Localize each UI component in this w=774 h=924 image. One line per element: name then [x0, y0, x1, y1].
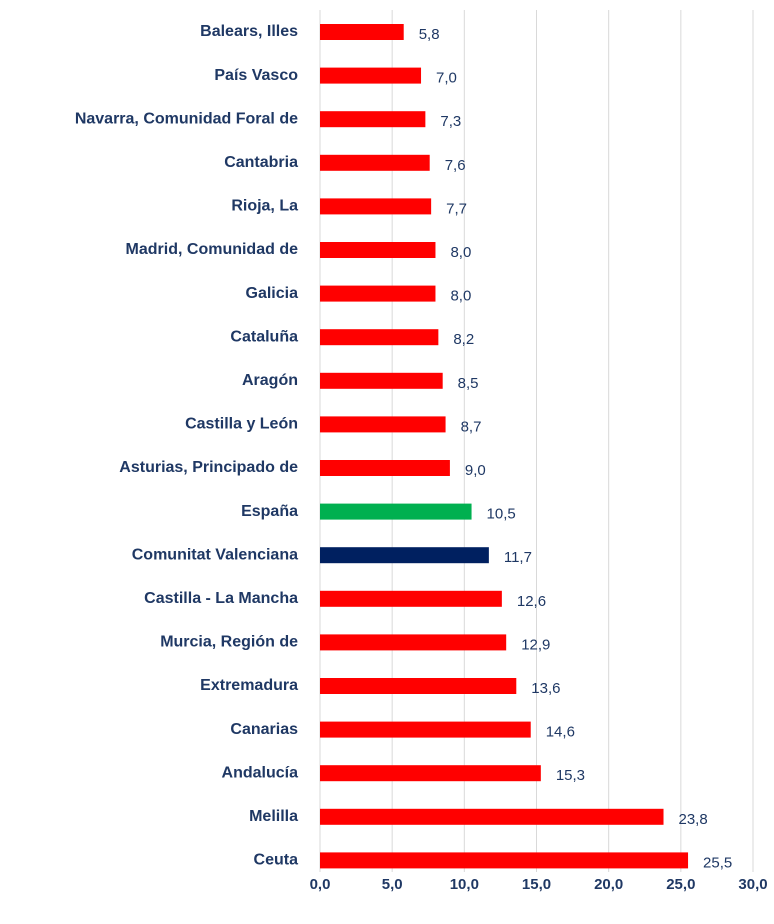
- y-tick-label: Ceuta: [254, 852, 299, 869]
- bar: [320, 24, 404, 40]
- value-label: 12,6: [517, 593, 546, 610]
- bar: [320, 460, 450, 476]
- x-tick-label: 0,0: [310, 876, 331, 893]
- y-tick-label: Murcia, Región de: [160, 634, 298, 651]
- value-label: 9,0: [465, 462, 486, 479]
- y-tick-label: España: [241, 503, 298, 520]
- y-tick-label: Andalucía: [222, 764, 299, 781]
- value-label: 7,7: [446, 200, 467, 217]
- y-tick-label: Navarra, Comunidad Foral de: [75, 110, 298, 127]
- y-tick-label: Galicia: [246, 285, 299, 302]
- bar: [320, 808, 664, 825]
- value-label: 8,5: [458, 375, 479, 392]
- value-label: 8,0: [450, 288, 471, 305]
- y-tick-label: Comunitat Valenciana: [132, 546, 298, 563]
- bar: [320, 852, 689, 869]
- value-label: 5,8: [419, 26, 440, 43]
- bar: [320, 67, 422, 84]
- bar: [320, 678, 517, 694]
- y-tick-label: Canarias: [230, 721, 298, 738]
- y-tick-label: Extremadura: [200, 677, 298, 694]
- value-label: 7,0: [436, 70, 457, 87]
- bar: [320, 721, 531, 738]
- y-tick-label: Asturias, Principado de: [119, 459, 298, 476]
- value-label: 7,3: [440, 113, 461, 130]
- x-tick-label: 20,0: [594, 876, 623, 893]
- value-label: 7,6: [445, 157, 466, 174]
- bar: [320, 547, 489, 564]
- bar: [320, 154, 430, 171]
- bar: [320, 765, 541, 782]
- y-tick-label: Aragón: [242, 372, 298, 389]
- bar: [320, 590, 502, 607]
- bar: [320, 372, 443, 389]
- x-tick-label: 5,0: [382, 876, 403, 893]
- y-tick-label: Cantabria: [224, 154, 298, 171]
- value-label: 8,2: [453, 331, 474, 348]
- value-label: 11,7: [504, 549, 532, 566]
- x-tick-label: 30,0: [738, 876, 767, 893]
- value-label: 8,7: [461, 418, 482, 435]
- bar: [320, 111, 426, 128]
- bar: [320, 416, 446, 433]
- value-label: 14,6: [546, 724, 575, 741]
- value-label: 12,9: [521, 636, 550, 653]
- value-label: 8,0: [450, 244, 471, 261]
- y-tick-label: Balears, Illes: [200, 23, 298, 40]
- y-tick-label: Melilla: [249, 808, 298, 825]
- y-tick-label: Cataluña: [230, 328, 298, 345]
- x-tick-label: 15,0: [522, 876, 551, 893]
- y-tick-label: Madrid, Comunidad de: [126, 241, 299, 258]
- bar: [320, 634, 507, 651]
- x-tick-label: 25,0: [666, 876, 695, 893]
- bar: [320, 242, 436, 258]
- value-label: 25,5: [703, 854, 732, 871]
- bar: [320, 503, 472, 520]
- bar: [320, 329, 439, 346]
- y-tick-label: Castilla - La Mancha: [144, 590, 298, 607]
- bar: [320, 198, 432, 215]
- value-label: 10,5: [487, 506, 516, 523]
- y-tick-label: Rioja, La: [231, 198, 298, 215]
- value-label: 23,8: [679, 811, 708, 828]
- bar: [320, 285, 436, 302]
- y-tick-label: País Vasco: [214, 67, 298, 84]
- x-tick-label: 10,0: [450, 876, 479, 893]
- value-label: 15,3: [556, 767, 585, 784]
- value-label: 13,6: [531, 680, 560, 697]
- y-tick-label: Castilla y León: [185, 416, 298, 433]
